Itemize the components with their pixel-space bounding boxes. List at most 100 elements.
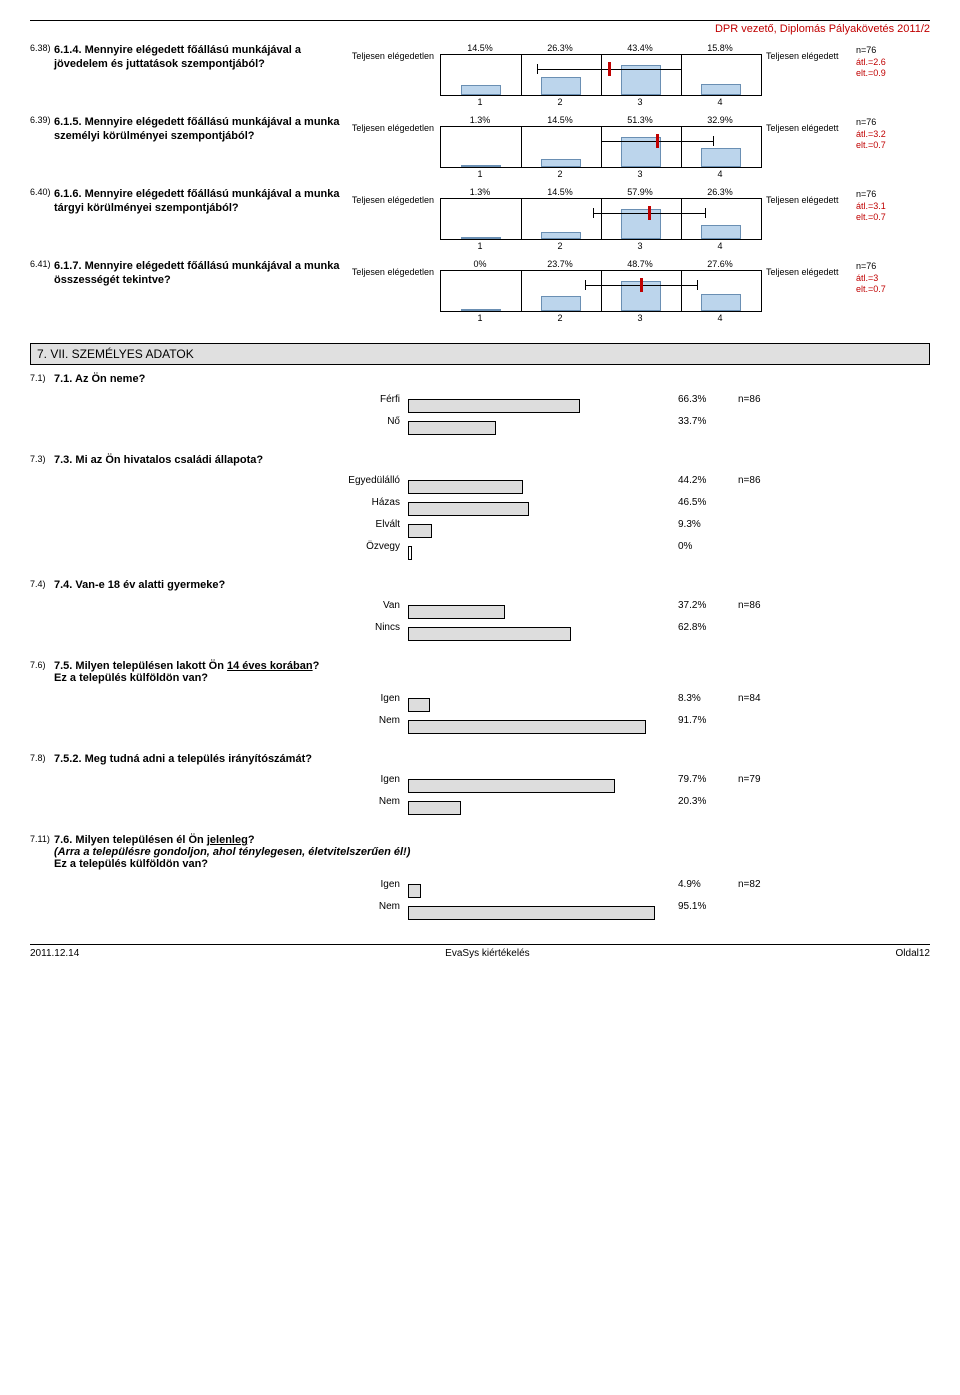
scale-pct-label: 14.5% — [440, 43, 520, 53]
ci-tick-lo — [593, 208, 594, 218]
axis-tick-label: 4 — [680, 241, 760, 251]
hbar-row: Egyedülálló44.2%n=86 — [30, 472, 930, 488]
scale-label-right: Teljesen elégedett — [760, 259, 856, 277]
scale-stats: n=76átl.=3.1elt.=0.7 — [856, 187, 886, 224]
hbar-outline — [408, 399, 580, 413]
hbar-label: Özvegy — [30, 541, 408, 552]
hbar-row: Házas 46.5% — [30, 494, 930, 510]
hbar-n: n=82 — [738, 879, 761, 890]
footer-center: EvaSys kiértékelés — [445, 948, 529, 959]
scale-stats: n=76átl.=2.6elt.=0.9 — [856, 43, 886, 80]
question-number: 7.6) — [30, 660, 54, 670]
hbar-label: Nő — [30, 416, 408, 427]
question-number: 6.41) — [30, 259, 54, 269]
scale-bar — [461, 237, 501, 239]
hbar-label: Egyedülálló — [30, 475, 408, 486]
question-text: 7.6. Milyen településen él Ön jelenleg?(… — [54, 834, 410, 870]
scale-question-row: 6.38)6.1.4. Mennyire elégedett főállású … — [30, 43, 930, 107]
question-text: 6.1.4. Mennyire elégedett főállású munká… — [54, 43, 344, 72]
mean-marker — [640, 278, 643, 292]
hbar-row: Igen8.3%n=84 — [30, 690, 930, 706]
hbar-outline — [408, 906, 655, 920]
grid-line — [681, 55, 682, 95]
scale-pct-label: 43.4% — [600, 43, 680, 53]
hbar-label: Van — [30, 600, 408, 611]
hbar-label: Férfi — [30, 394, 408, 405]
question-number: 7.4) — [30, 579, 54, 589]
question-number: 7.3) — [30, 454, 54, 464]
ci-tick-lo — [585, 280, 586, 290]
question-text: 7.4. Van-e 18 év alatti gyermeke? — [54, 579, 225, 591]
axis-tick-label: 4 — [680, 97, 760, 107]
hbar-pct: 95.1% — [668, 901, 738, 912]
scale-pct-label: 26.3% — [520, 43, 600, 53]
axis-tick-label: 1 — [440, 97, 520, 107]
hbar-question-block: 7.3)7.3. Mi az Ön hivatalos családi álla… — [30, 454, 930, 554]
question-number: 7.8) — [30, 753, 54, 763]
scale-pct-label: 57.9% — [600, 187, 680, 197]
hbar-outline — [408, 480, 523, 494]
scale-label-right: Teljesen elégedett — [760, 43, 856, 61]
axis-tick-label: 3 — [600, 169, 680, 179]
scale-pct-label: 1.3% — [440, 187, 520, 197]
scale-chart: 1.3%14.5%51.3%32.9%1234 — [440, 115, 760, 179]
chart-box — [440, 126, 762, 168]
axis-tick-label: 4 — [680, 169, 760, 179]
scale-pct-label: 32.9% — [680, 115, 760, 125]
question-text: 6.1.6. Mennyire elégedett főállású munká… — [54, 187, 344, 216]
scale-pct-label: 23.7% — [520, 259, 600, 269]
hbar-label: Igen — [30, 879, 408, 890]
hbar-outline — [408, 720, 646, 734]
ci-tick-lo — [601, 136, 602, 146]
hbar-pct: 44.2% — [668, 475, 738, 486]
hbar-row: Nő33.7% — [30, 413, 930, 429]
question-number: 6.40) — [30, 187, 54, 197]
hbar-label: Házas — [30, 497, 408, 508]
scale-stats: n=76átl.=3.2elt.=0.7 — [856, 115, 886, 152]
scale-label-left: Teljesen elégedetlen — [344, 187, 440, 205]
stat-stddev: elt.=0.9 — [856, 68, 886, 80]
question-number: 7.1) — [30, 373, 54, 383]
hbar-label: Nem — [30, 715, 408, 726]
axis-tick-label: 2 — [520, 169, 600, 179]
scale-bar — [701, 84, 741, 95]
axis-tick-label: 2 — [520, 241, 600, 251]
scale-bar — [461, 165, 501, 167]
hbar-pct: 8.3% — [668, 693, 738, 704]
footer-date: 2011.12.14 — [30, 948, 79, 959]
footer-page: Oldal12 — [896, 948, 930, 959]
question-text: 6.1.5. Mennyire elégedett főállású munká… — [54, 115, 344, 144]
stat-mean: átl.=2.6 — [856, 57, 886, 69]
grid-line — [601, 199, 602, 239]
scale-pct-label: 15.8% — [680, 43, 760, 53]
axis-tick-label: 4 — [680, 313, 760, 323]
hbar-outline — [408, 884, 421, 898]
axis-tick-label: 3 — [600, 313, 680, 323]
hbar-row: Nem20.3% — [30, 793, 930, 809]
hbar-n: n=79 — [738, 774, 761, 785]
chart-box — [440, 54, 762, 96]
scale-bar — [701, 148, 741, 167]
hbar-outline — [408, 421, 496, 435]
scale-pct-label: 0% — [440, 259, 520, 269]
hbar-row: Férfi66.3%n=86 — [30, 391, 930, 407]
grid-line — [601, 55, 602, 95]
ci-tick-lo — [537, 64, 538, 74]
scale-pct-label: 48.7% — [600, 259, 680, 269]
question-number: 7.11) — [30, 834, 54, 844]
question-text: 7.5. Milyen településen lakott Ön 14 éve… — [54, 660, 319, 684]
scale-label-left: Teljesen elégedetlen — [344, 43, 440, 61]
scale-pct-label: 26.3% — [680, 187, 760, 197]
scale-label-right: Teljesen elégedett — [760, 115, 856, 133]
scale-pct-label: 14.5% — [520, 187, 600, 197]
hbar-n: n=86 — [738, 394, 761, 405]
axis-tick-label: 2 — [520, 97, 600, 107]
page-footer: 2011.12.14 EvaSys kiértékelés Oldal12 — [30, 944, 930, 959]
grid-line — [601, 271, 602, 311]
hbar-pct: 46.5% — [668, 497, 738, 508]
hbar-row: Elvált9.3% — [30, 516, 930, 532]
question-number: 6.39) — [30, 115, 54, 125]
mean-marker — [608, 62, 611, 76]
hbar-outline — [408, 698, 430, 712]
hbar-question-block: 7.6)7.5. Milyen településen lakott Ön 14… — [30, 660, 930, 728]
